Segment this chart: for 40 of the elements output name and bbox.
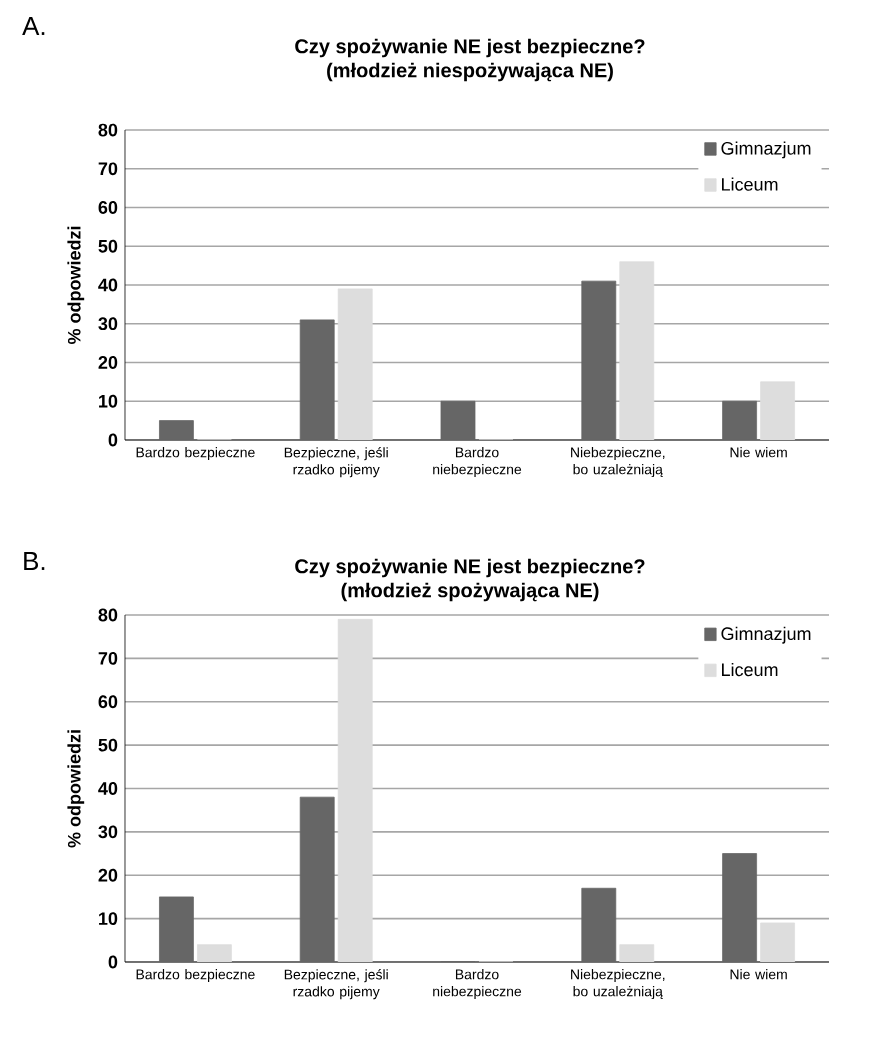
chart-subtitle: (młodzież niespożywająca NE): [327, 62, 613, 82]
x-tick-label: Bardzo bezpieczne: [136, 447, 255, 461]
legend-label: Liceum: [722, 662, 778, 677]
legend-label: Liceum: [722, 177, 778, 191]
legend-label: Gimnazjum: [721, 141, 811, 159]
y-tick-label: 40: [98, 782, 118, 795]
y-tick-label: 0: [108, 955, 118, 969]
x-tick-label: Bardzo bezpieczne: [136, 969, 255, 983]
y-tick-label: 10: [99, 394, 118, 408]
x-tick-label: Niebezpieczne, bo uzależniają: [571, 969, 665, 1000]
y-tick-label: 30: [98, 825, 118, 839]
y-tick-label: 10: [99, 912, 118, 926]
chart-subtitle: (młodzież spożywająca NE): [341, 582, 599, 602]
x-tick-label: Bardzo niebezpieczne: [433, 447, 522, 478]
y-tick-label: 80: [98, 608, 118, 622]
y-axis-title: % odpowiedzi: [67, 730, 85, 848]
y-tick-label: 70: [98, 162, 118, 176]
y-tick-label: 40: [98, 278, 118, 292]
y-tick-label: 70: [98, 651, 118, 665]
y-tick-label: 0: [108, 433, 118, 447]
y-tick-label: 60: [98, 201, 118, 214]
y-tick-label: 50: [98, 738, 118, 752]
y-axis-title: % odpowiedzi: [67, 226, 85, 345]
y-tick-label: 80: [98, 123, 118, 137]
x-tick-label: Bardzo niebezpieczne: [433, 969, 522, 1000]
x-tick-label: Nie wiem: [730, 969, 787, 980]
y-tick-label: 20: [98, 868, 118, 882]
y-tick-label: 60: [98, 695, 118, 709]
chart-title: Czy spożywanie NE jest bezpieczne?: [295, 38, 645, 58]
x-tick-label: Bezpieczne, jeśli rzadko pijemy: [284, 969, 388, 1000]
text: B.: [24, 552, 45, 570]
legend-label: Gimnazjum: [721, 626, 811, 644]
x-tick-label: Bezpieczne, jeśli rzadko pijemy: [284, 447, 388, 478]
x-tick-label: Nie wiem: [730, 447, 787, 458]
chart-title: Czy spożywanie NE jest bezpieczne?: [295, 558, 645, 578]
text: A.: [22, 17, 45, 35]
x-tick-label: Niebezpieczne, bo uzależniają: [571, 447, 665, 478]
y-tick-label: 20: [98, 356, 118, 369]
y-tick-label: 50: [98, 239, 118, 253]
y-tick-label: 30: [98, 317, 118, 331]
